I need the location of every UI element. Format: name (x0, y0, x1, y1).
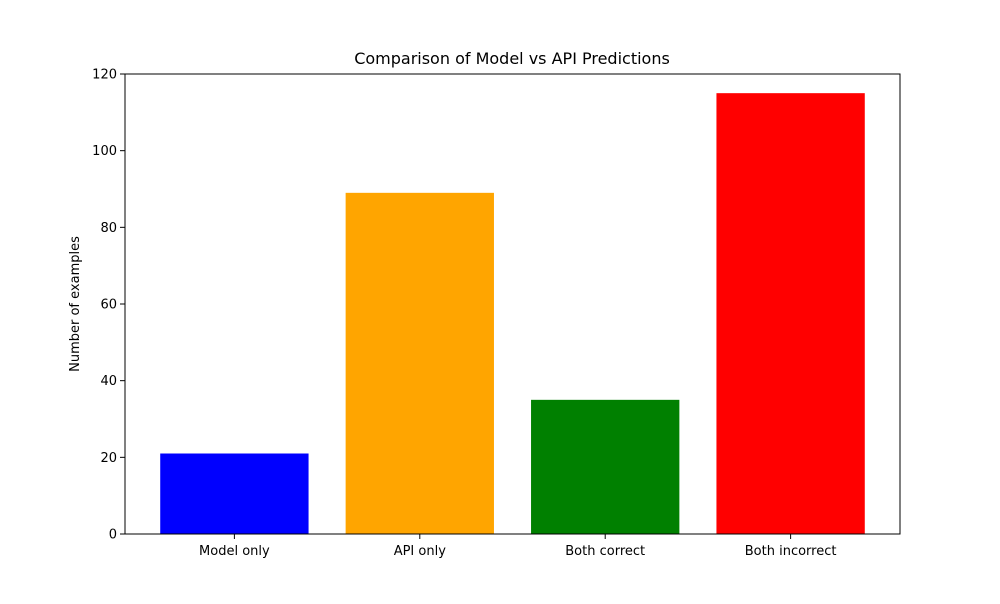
y-tick-label-100: 100 (92, 144, 117, 159)
chart-title: Comparison of Model vs API Predictions (354, 49, 670, 68)
y-tick-label-80: 80 (100, 221, 117, 236)
bar-both-incorrect (716, 93, 865, 535)
bar-model-only (160, 453, 309, 534)
ticks-layer: Model only API only Both correct Both incor… (92, 68, 836, 560)
x-tick-label-both-incorrect: Both incorrect (745, 544, 837, 559)
x-tick-label-model-only: Model only (199, 544, 270, 559)
bars-layer (160, 93, 865, 535)
y-tick-label-60: 60 (100, 298, 117, 313)
y-axis-label: Number of examples (68, 236, 83, 372)
x-tick-label-api-only: API only (394, 544, 447, 559)
bar-api-only (345, 192, 494, 534)
x-tick-label-both-correct: Both correct (565, 544, 645, 559)
plot-frame (124, 73, 901, 535)
y-tick-label-0: 0 (109, 528, 117, 543)
y-tick-label-120: 120 (92, 68, 117, 83)
y-tick-label-20: 20 (100, 451, 117, 466)
y-tick-label-40: 40 (100, 374, 117, 389)
bar-both-correct (531, 399, 680, 534)
